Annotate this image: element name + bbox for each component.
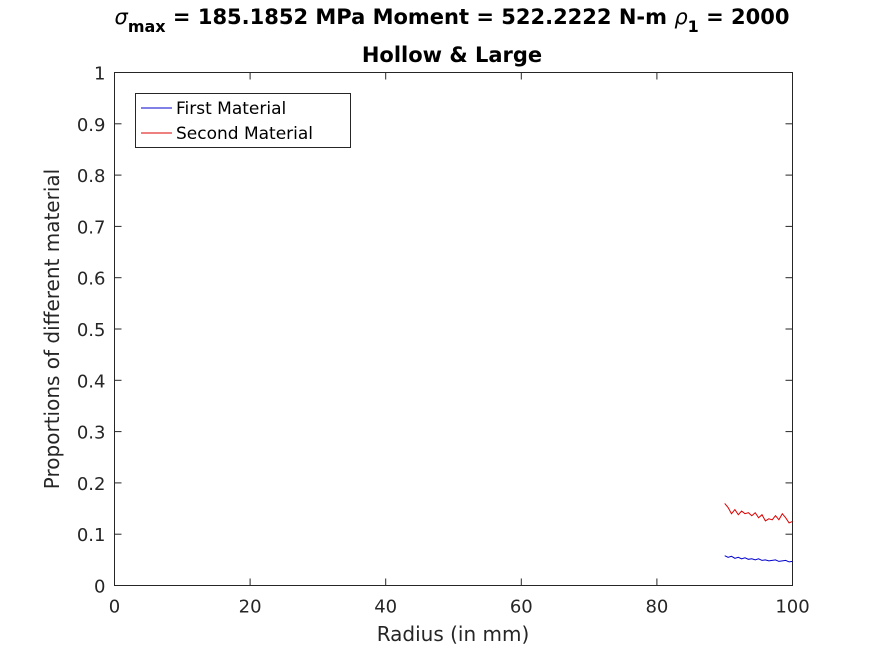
y-tick-label: 0.4 bbox=[77, 371, 106, 392]
y-tick-label: 0.9 bbox=[77, 115, 106, 136]
axis-tick-labels: 0 20 40 60 80 100 0 0.1 0.2 0.3 0.4 0.5 0.6 0.7 0.8 0.9… bbox=[77, 64, 810, 618]
x-tick-label: 100 bbox=[775, 597, 809, 618]
y-tick-label: 1 bbox=[94, 64, 105, 85]
x-tick-label: 20 bbox=[239, 597, 262, 618]
x-tick-label: 0 bbox=[109, 597, 120, 618]
y-tick-label: 0.7 bbox=[77, 217, 106, 238]
y-axis-label: Proportions of different material bbox=[40, 169, 64, 489]
axis-ticks bbox=[114, 72, 793, 586]
y-tick-label: 0.2 bbox=[77, 474, 106, 495]
series-line-first-material bbox=[724, 555, 793, 563]
series-line-second-material bbox=[724, 503, 793, 524]
chart-title-line2: Hollow & Large bbox=[362, 43, 542, 67]
legend-label-first-material: First Material bbox=[176, 99, 286, 119]
y-tick-label: 0.8 bbox=[77, 166, 106, 187]
title-suffix: = 2000 bbox=[699, 5, 790, 29]
y-tick-label: 0.3 bbox=[77, 423, 106, 444]
legend-box bbox=[135, 93, 351, 148]
x-tick-label: 60 bbox=[510, 597, 533, 618]
rho-subscript: 1 bbox=[688, 17, 699, 36]
title-middle: = 185.1852 MPa Moment = 522.2222 N-m bbox=[166, 5, 675, 29]
rho-symbol: ρ bbox=[674, 5, 688, 29]
x-tick-label: 40 bbox=[374, 597, 397, 618]
legend: First Material Second Material bbox=[135, 93, 351, 148]
chart-title-line1: σmax = 185.1852 MPa Moment = 522.2222 N-… bbox=[115, 5, 790, 36]
sigma-subscript: max bbox=[128, 17, 166, 36]
y-tick-label: 0.1 bbox=[77, 525, 106, 546]
y-tick-label: 0.6 bbox=[77, 269, 106, 290]
plot-area bbox=[114, 72, 793, 586]
y-tick-label: 0 bbox=[94, 577, 105, 598]
y-tick-label: 0.5 bbox=[77, 320, 106, 341]
sigma-symbol: σ bbox=[115, 5, 129, 29]
x-tick-label: 80 bbox=[645, 597, 668, 618]
data-series bbox=[724, 503, 793, 563]
legend-label-second-material: Second Material bbox=[176, 124, 313, 144]
x-axis-label: Radius (in mm) bbox=[377, 622, 530, 646]
